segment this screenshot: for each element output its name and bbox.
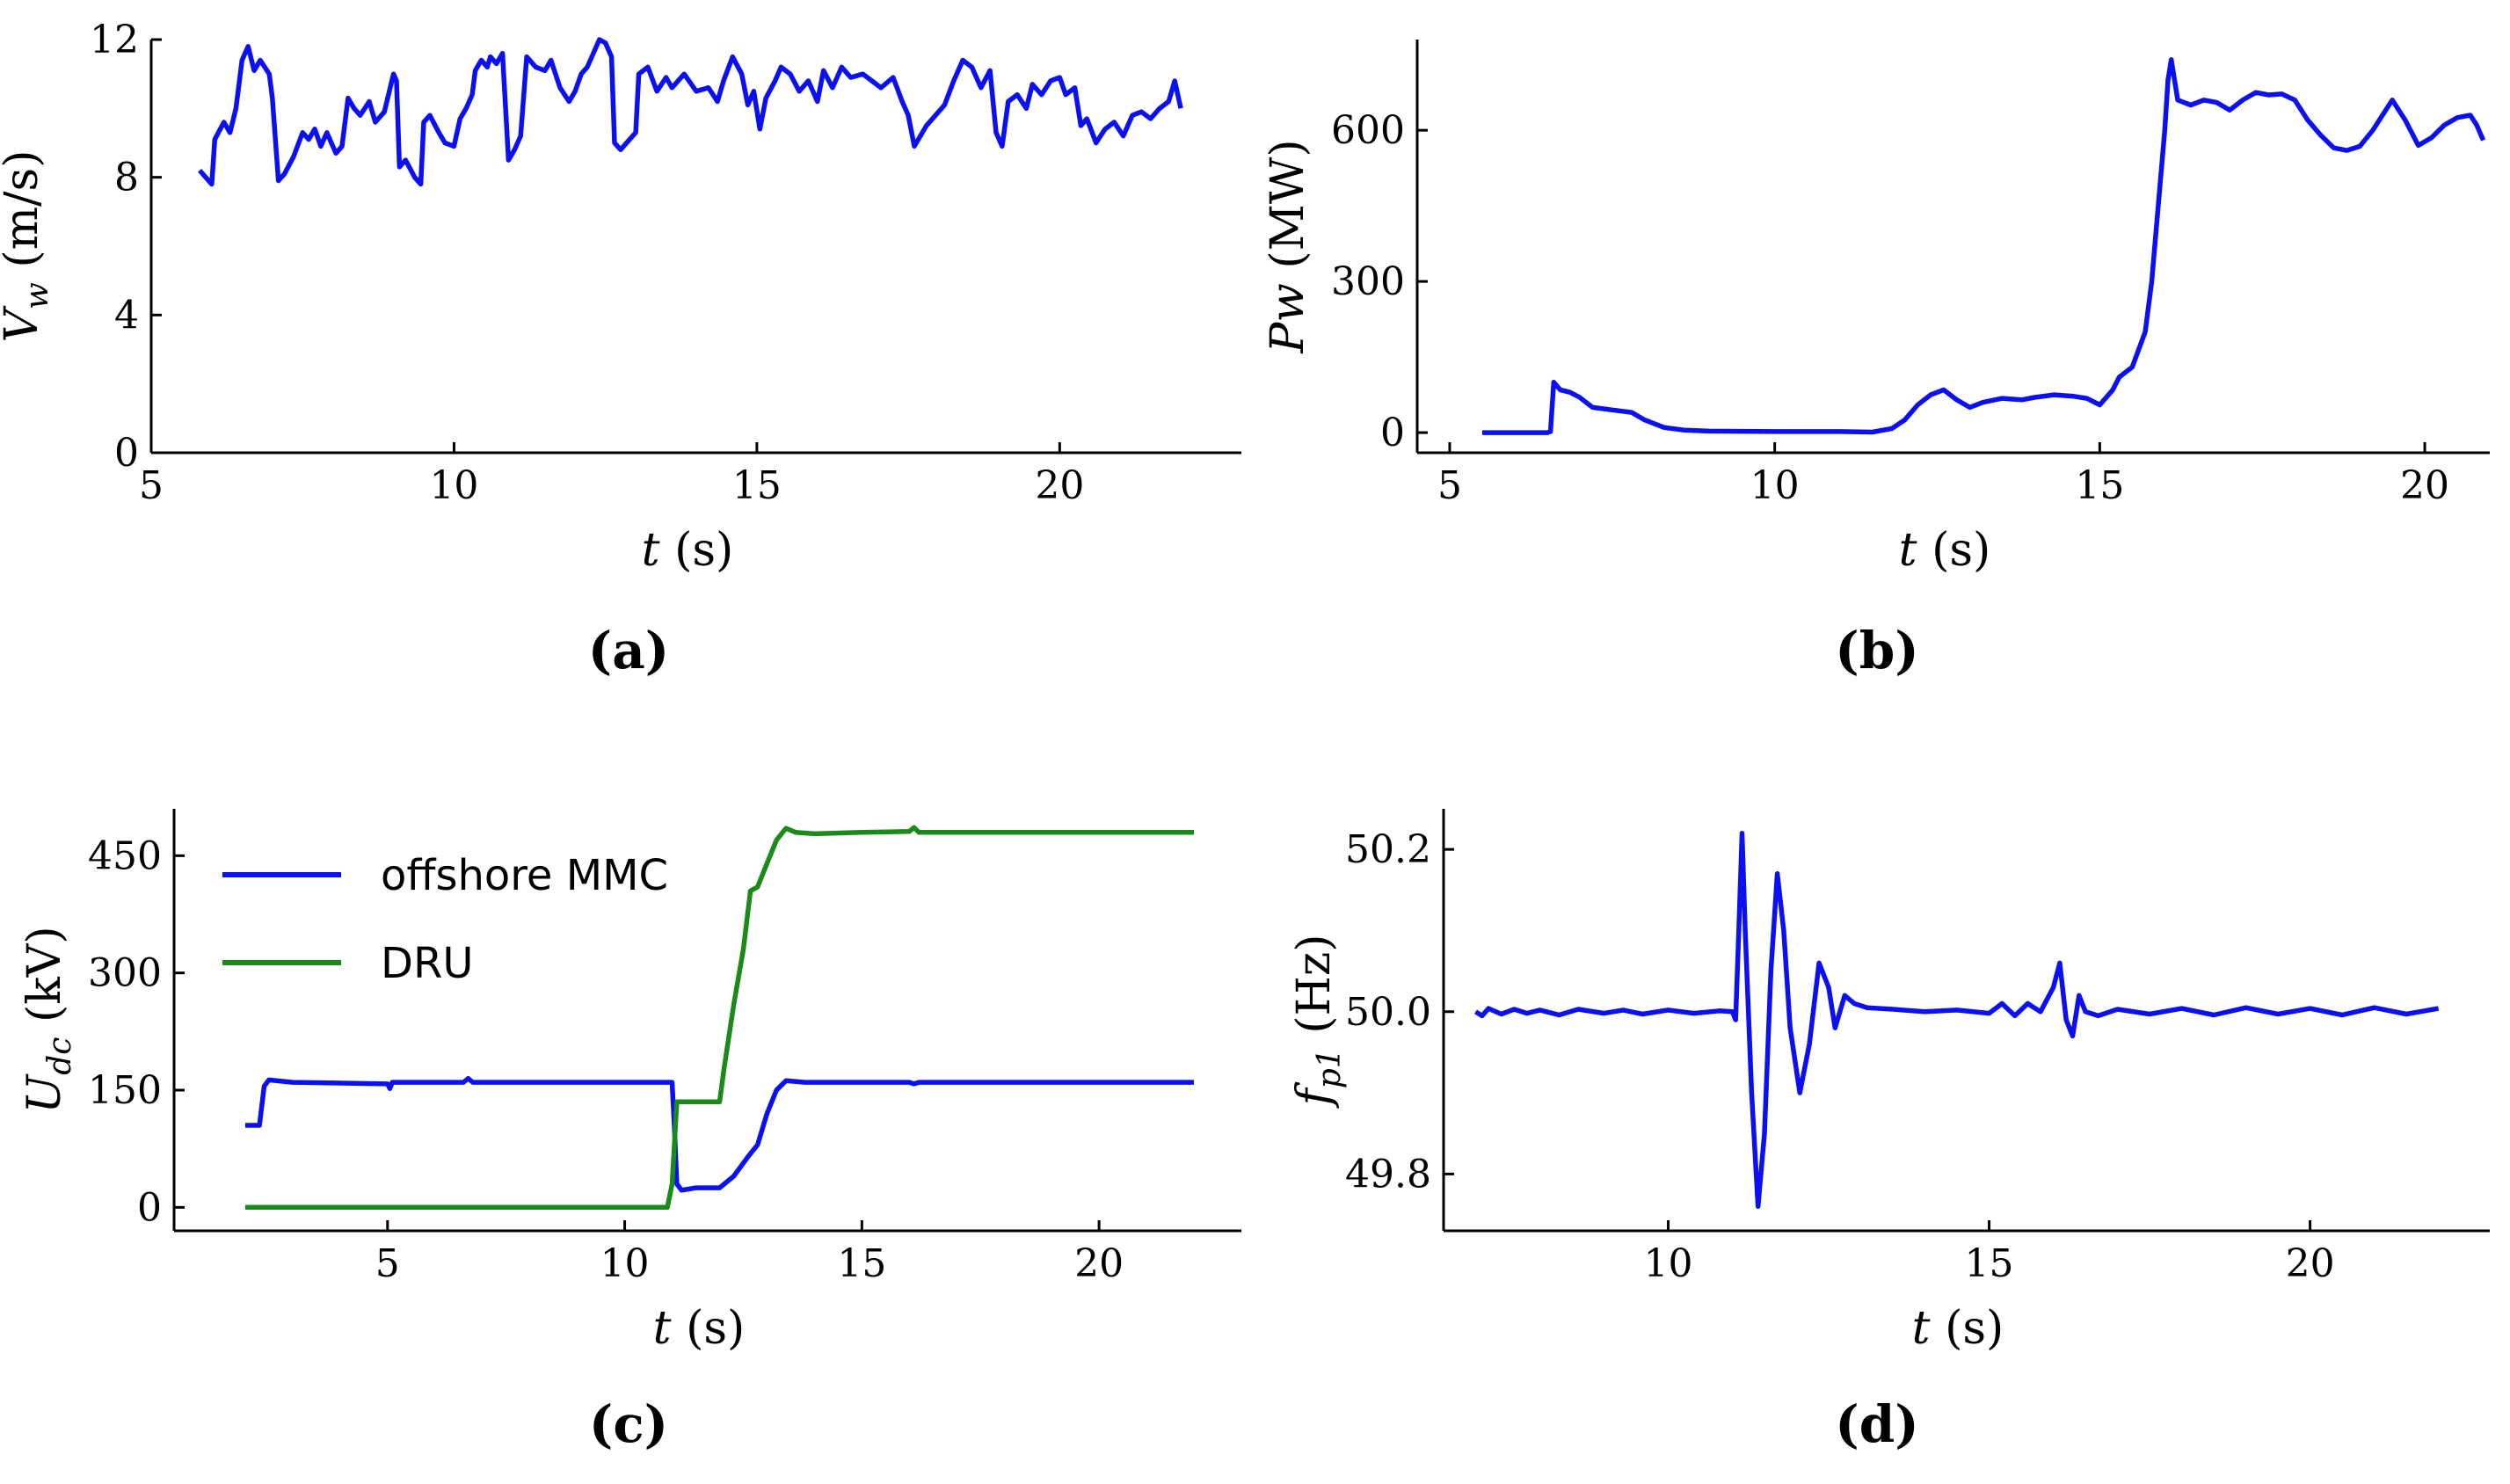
x-axis-label: t (s): [1912, 1302, 2004, 1355]
series-line-offshore-mmc: [244, 1075, 1194, 1193]
y-tick-label: 50.2: [1345, 827, 1431, 872]
legend-label: DRU: [381, 939, 473, 988]
y-axis-label: fp1 (Hz): [1288, 934, 1348, 1109]
y-tick-label: 450: [88, 833, 162, 878]
y-axis-unit: (MW): [1262, 139, 1314, 283]
y-axis-label: Vw (m/s): [0, 149, 55, 342]
panel-b: 5 10 15 20 0 300 600 t (s) Pw (MW) (b): [1262, 40, 2490, 680]
series-line-wind-power: [1481, 57, 2486, 435]
series-line-dru: [244, 825, 1194, 1211]
panel-d: 10 15 20 49.8 50.0 50.2 t (s) fp1 (Hz) (d): [1288, 809, 2490, 1454]
x-tick-label: 10: [1644, 1241, 1693, 1286]
x-tick-label: 20: [2286, 1241, 2335, 1286]
x-tick-label: 20: [2400, 463, 2449, 508]
x-tick-label: 15: [1965, 1241, 2014, 1286]
x-axis-var: t: [642, 524, 660, 577]
x-tick-label: 20: [1074, 1241, 1124, 1286]
panel-a: 5 10 15 20 0 4 8 12 t (s) Vw (m/s) (a): [0, 18, 1241, 680]
y-axis-unit: (Hz): [1288, 934, 1341, 1048]
x-axis-unit: (s): [672, 1302, 746, 1355]
y-axis-subscript: p1: [1312, 1048, 1348, 1088]
y-tick-label: 4: [114, 293, 139, 338]
y-tick-label: 600: [1331, 108, 1405, 153]
legend-label: offshore MMC: [381, 851, 668, 900]
y-tick-label: 12: [90, 18, 139, 62]
y-tick-label: 300: [88, 951, 162, 996]
y-tick-label: 0: [137, 1185, 162, 1230]
y-tick-label: 150: [88, 1068, 162, 1113]
y-axis-var: U: [18, 1073, 71, 1114]
x-tick-label: 5: [375, 1241, 400, 1286]
y-axis-unit: (kV): [18, 926, 71, 1037]
y-axis-var: Pw: [1262, 283, 1314, 354]
y-axis-label: Pw (MW): [1262, 139, 1314, 353]
y-tick-label: 8: [114, 156, 139, 200]
x-tick-label: 15: [732, 463, 782, 508]
panel-label: (d): [1835, 1394, 1918, 1454]
x-axis-unit: (s): [1931, 1302, 2004, 1355]
x-tick-label: 5: [1437, 463, 1462, 508]
y-axis-label: Udc (kV): [18, 926, 78, 1113]
x-tick-label: 15: [837, 1241, 886, 1286]
y-tick-label: 0: [1380, 411, 1405, 455]
y-tick-label: 50.0: [1345, 990, 1431, 1035]
x-tick-label: 10: [600, 1241, 650, 1286]
y-axis-var: V: [0, 306, 48, 343]
panel-c: 5 10 15 20 0 150 300 450 t (s) Udc (kV) offshore M…: [18, 809, 1241, 1454]
panel-label: (b): [1835, 621, 1918, 680]
y-axis-subscript: dc: [42, 1037, 78, 1075]
y-tick-label: 0: [114, 431, 139, 476]
x-tick-label: 20: [1035, 463, 1084, 508]
x-axis-var: t: [1912, 1302, 1931, 1355]
x-tick-label: 15: [2075, 463, 2124, 508]
x-tick-label: 5: [139, 463, 164, 508]
panel-label: (c): [589, 1394, 668, 1454]
x-axis-label: t (s): [1899, 524, 1991, 577]
y-tick-label: 300: [1331, 259, 1405, 304]
panel-label: (a): [588, 621, 669, 680]
series-line-wind-speed: [198, 37, 1183, 187]
x-axis-var: t: [1899, 524, 1917, 577]
y-axis-unit: (m/s): [0, 149, 48, 282]
x-axis-label: t (s): [642, 524, 734, 577]
x-axis-unit: (s): [660, 524, 734, 577]
x-axis-var: t: [653, 1302, 672, 1355]
x-axis-unit: (s): [1917, 524, 1991, 577]
x-tick-label: 10: [1750, 463, 1800, 508]
y-tick-label: 49.8: [1345, 1152, 1431, 1197]
x-tick-label: 10: [429, 463, 478, 508]
series-line-frequency: [1474, 830, 2440, 1210]
y-axis-subscript: w: [19, 282, 55, 309]
x-axis-label: t (s): [653, 1302, 746, 1355]
